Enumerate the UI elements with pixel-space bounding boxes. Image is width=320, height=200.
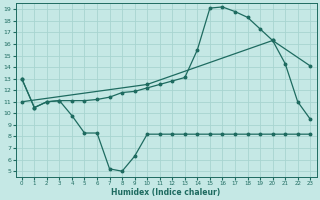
X-axis label: Humidex (Indice chaleur): Humidex (Indice chaleur) xyxy=(111,188,221,197)
